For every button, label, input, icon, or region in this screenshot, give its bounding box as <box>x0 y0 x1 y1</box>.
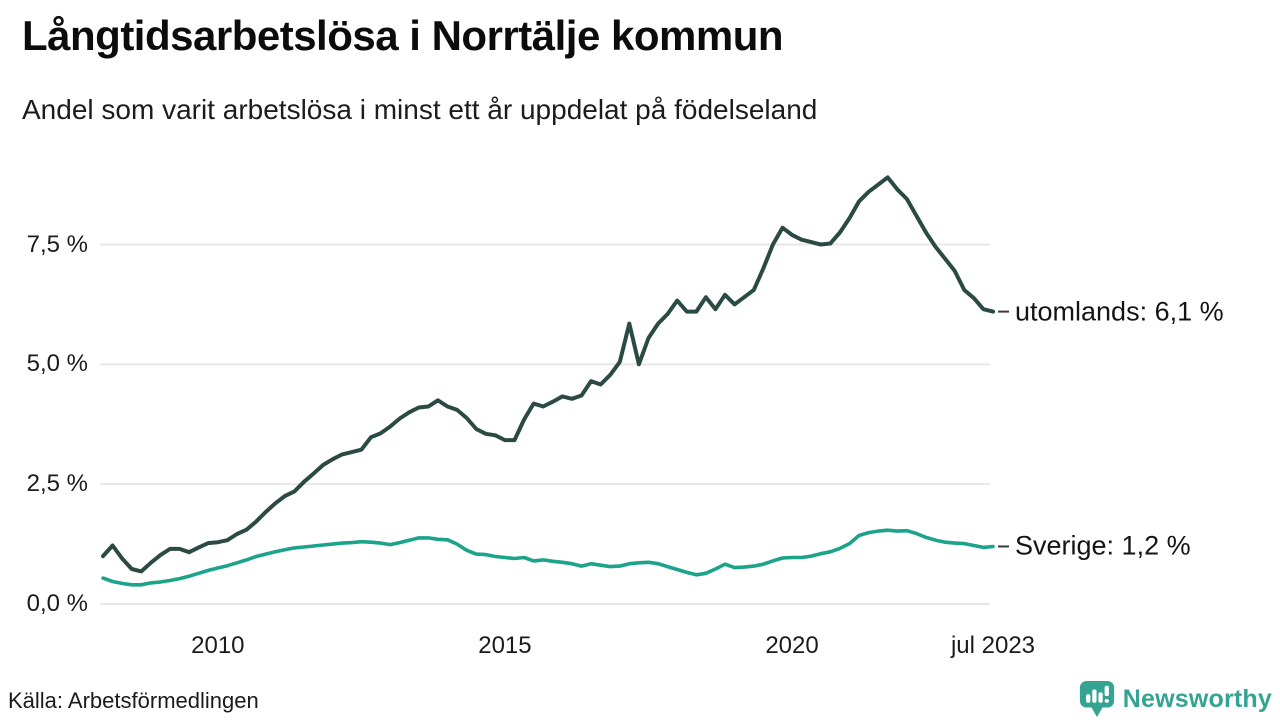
y-tick-label-0,0 %: 0,0 % <box>26 590 88 617</box>
x-tick-label-2015: 2015 <box>478 632 532 659</box>
x-tick-label-2010: 2010 <box>191 632 245 659</box>
series-end-label-sverige: Sverige: 1,2 % <box>1015 530 1191 561</box>
series-line-utomlands <box>101 175 995 574</box>
newsworthy-pin-icon <box>1079 680 1114 718</box>
chart-subtitle: Andel som varit arbetslösa i minst ett å… <box>22 94 818 125</box>
y-tick-label-5,0 %: 5,0 % <box>26 350 88 378</box>
x-tick-label-jul 2023: jul 2023 <box>950 632 1036 659</box>
newsworthy-logo[interactable]: Newsworthy <box>1078 679 1272 719</box>
page-title: Långtidsarbetslösa i Norrtälje kommun <box>22 12 784 59</box>
y-tick-label-7,5 %: 7,5 % <box>26 230 88 258</box>
series-line-Sverige <box>101 528 995 587</box>
source-attribution: Källa: Arbetsförmedlingen <box>8 688 259 713</box>
newsworthy-logo-text: Newsworthy <box>1122 684 1272 713</box>
y-tick-label-2,5 %: 2,5 % <box>26 470 88 498</box>
x-tick-label-2020: 2020 <box>765 632 819 659</box>
series-end-label-utomlands: utomlands: 6,1 % <box>1015 296 1224 327</box>
